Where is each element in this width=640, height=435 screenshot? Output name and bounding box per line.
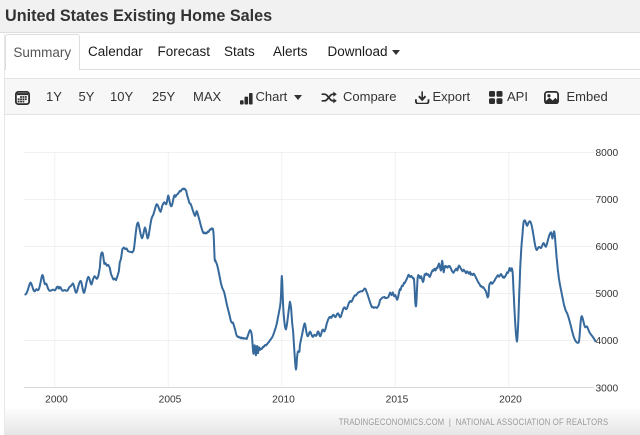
svg-text:2020: 2020 <box>499 395 522 406</box>
svg-text:8000: 8000 <box>596 148 619 159</box>
svg-text:6000: 6000 <box>596 242 619 253</box>
svg-text:2015: 2015 <box>386 395 409 406</box>
svg-text:5000: 5000 <box>596 289 619 300</box>
svg-text:2000: 2000 <box>45 395 68 406</box>
svg-text:3000: 3000 <box>596 384 619 395</box>
svg-text:7000: 7000 <box>596 195 619 206</box>
svg-text:2005: 2005 <box>159 395 182 406</box>
svg-text:2010: 2010 <box>272 395 295 406</box>
svg-text:4000: 4000 <box>596 336 619 347</box>
